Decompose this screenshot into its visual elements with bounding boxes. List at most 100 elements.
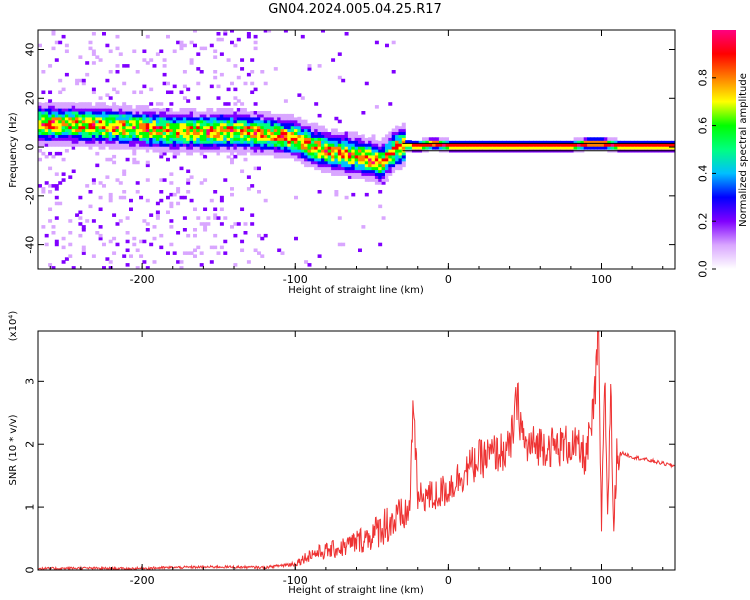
heatmap-cell: [169, 122, 174, 127]
heatmap-cell: [664, 140, 669, 144]
heatmap-cell: [78, 134, 83, 138]
heatmap-cell: [657, 143, 662, 147]
heatmap-cell: [85, 105, 90, 109]
heatmap-cell: [267, 122, 272, 127]
heatmap-cell: [391, 131, 396, 136]
heatmap-cell: [41, 128, 46, 133]
heatmap-cell: [408, 140, 413, 144]
heatmap-cell: [203, 108, 208, 112]
heatmap-cell: [91, 134, 96, 138]
heatmap-cell: [85, 128, 90, 133]
heatmap-cell: [381, 181, 386, 185]
heatmap-cell: [253, 87, 258, 92]
heatmap-cell: [361, 154, 366, 159]
heatmap-cell: [358, 146, 362, 150]
heatmap-cell: [169, 201, 174, 206]
heatmap-cell: [48, 184, 53, 188]
heatmap-cell: [304, 149, 309, 153]
heatmap-cell: [91, 254, 96, 258]
heatmap-cell: [391, 166, 396, 171]
heatmap-cell: [405, 146, 410, 150]
heatmap-cell: [118, 140, 123, 144]
heatmap-cell: [388, 131, 393, 136]
heatmap-cell: [182, 116, 187, 121]
heatmap-cell: [219, 140, 224, 144]
heatmap-cell: [216, 119, 221, 124]
heatmap-cell: [351, 192, 356, 197]
heatmap-cell: [155, 137, 160, 141]
heatmap-cell: [135, 266, 140, 269]
heatmap-cell: [216, 116, 221, 121]
heatmap-cell: [378, 172, 383, 176]
heatmap-cell: [71, 125, 76, 130]
heatmap-cell: [51, 184, 56, 188]
heatmap-cell: [341, 151, 346, 156]
heatmap-cell: [122, 195, 127, 200]
heatmap-cell: [482, 137, 487, 141]
heatmap-cell: [358, 154, 362, 159]
heatmap-cell: [186, 99, 191, 103]
heatmap-cell: [294, 146, 298, 150]
heatmap-cell: [125, 134, 130, 138]
heatmap-cell: [182, 128, 187, 133]
heatmap-cell: [250, 134, 255, 138]
heatmap-cell: [78, 116, 83, 121]
heatmap-cell: [283, 143, 288, 147]
heatmap-cell: [179, 266, 184, 269]
heatmap-cell: [105, 175, 110, 179]
heatmap-cell: [324, 160, 329, 165]
heatmap-cell: [118, 122, 123, 127]
heatmap-cell: [334, 137, 339, 141]
heatmap-cell: [129, 254, 133, 258]
heatmap-cell: [122, 172, 127, 176]
heatmap-cell: [145, 137, 150, 141]
heatmap-cell: [273, 116, 278, 121]
heatmap-cell: [449, 140, 453, 144]
heatmap-cell: [176, 40, 181, 45]
heatmap-cell: [614, 137, 619, 141]
heatmap-cell: [216, 251, 221, 255]
heatmap-cell: [152, 134, 157, 138]
heatmap-cell: [179, 122, 184, 127]
heatmap-cell: [465, 140, 470, 144]
heatmap-cell: [550, 143, 554, 147]
spectrogram-x-tick-label: 0: [445, 273, 452, 286]
heatmap-cell: [112, 128, 117, 133]
heatmap-cell: [577, 146, 581, 150]
heatmap-cell: [155, 134, 160, 138]
heatmap-cell: [61, 260, 66, 264]
heatmap-cell: [81, 113, 86, 118]
heatmap-cell: [617, 140, 622, 144]
heatmap-cell: [88, 40, 93, 45]
heatmap-cell: [206, 125, 211, 130]
heatmap-cell: [294, 151, 298, 156]
heatmap-cell: [213, 216, 218, 220]
heatmap-cell: [132, 236, 137, 241]
heatmap-cell: [196, 111, 201, 115]
heatmap-cell: [354, 151, 359, 156]
heatmap-cell: [219, 108, 224, 112]
heatmap-cell: [240, 134, 245, 138]
heatmap-cell: [327, 151, 332, 156]
heatmap-cell: [617, 143, 622, 147]
heatmap-cell: [324, 154, 329, 159]
heatmap-cell: [300, 119, 305, 124]
heatmap-cell: [236, 134, 241, 138]
heatmap-cell: [401, 143, 406, 147]
heatmap-cell: [108, 108, 113, 112]
heatmap-cell: [108, 266, 113, 269]
heatmap-cell: [159, 146, 164, 150]
heatmap-cell: [590, 137, 595, 141]
heatmap-cell: [209, 134, 214, 138]
heatmap-cell: [145, 163, 150, 168]
heatmap-cell: [250, 213, 255, 217]
heatmap-cell: [334, 131, 339, 136]
heatmap-cell: [68, 111, 73, 115]
heatmap-cell: [391, 160, 396, 165]
heatmap-cell: [58, 140, 63, 144]
heatmap-cell: [108, 134, 113, 138]
heatmap-cell: [307, 263, 312, 267]
heatmap-cell: [310, 163, 315, 168]
heatmap-cell: [398, 146, 403, 150]
heatmap-cell: [112, 122, 117, 127]
